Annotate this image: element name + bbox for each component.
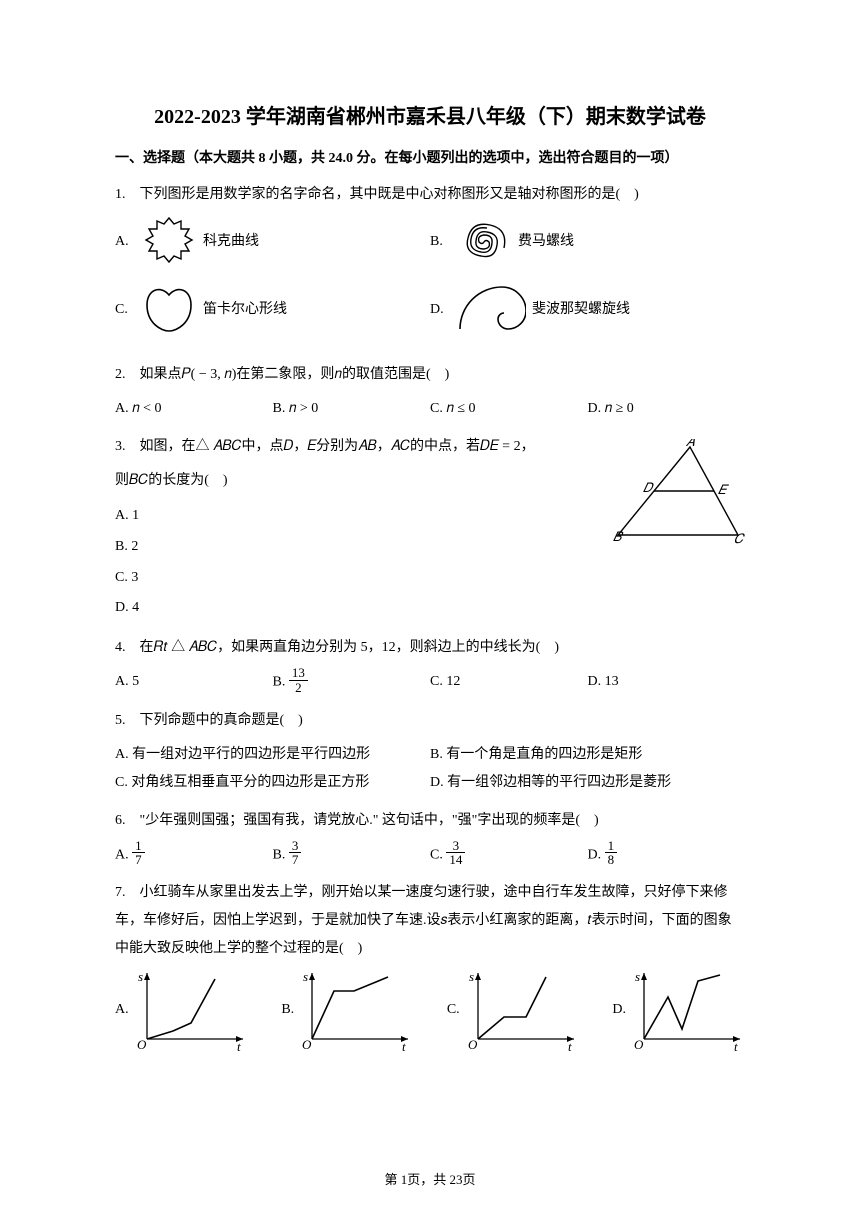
graph-b-icon: s t O [298,969,413,1051]
q6-opt-a: A. 17 [115,841,273,869]
q4-opt-a: A. 5 [115,668,273,696]
q3-text-2: 则𝐵𝐶的长度为( ) [115,467,610,495]
q3-opt-b: B. 2 [115,532,610,563]
q6-opt-b: B. 37 [273,841,431,869]
q4-opt-b: B. 132 [273,668,431,696]
section-header: 一、选择题（本大题共 8 小题，共 24.0 分。在每小题列出的选项中，选出符合… [115,147,745,167]
cardioid-icon [141,283,197,337]
q5-text: 5. 下列命题中的真命题是( ) [115,707,745,735]
q7-opt-c: C. s t O [447,969,579,1051]
svg-text:s: s [469,969,474,984]
q2-opt-b: B. 𝑛 > 0 [273,395,431,423]
q1-opt-a-label: A. [115,228,135,256]
q3-text-1: 3. 如图，在△ 𝐴𝐵𝐶中，点𝐷，𝐸分别为𝐴𝐵，𝐴𝐶的中点，若𝐷𝐸 = 2， [115,433,610,461]
q5-opt-a: A. 有一组对边平行的四边形是平行四边形 [115,741,430,769]
q1-text: 1. 下列图形是用数学家的名字命名，其中既是中心对称图形又是轴对称图形的是( ) [115,181,745,209]
q1-opt-c-label: C. [115,296,135,324]
q7-opt-a: A. s t O [115,969,248,1051]
svg-text:𝐴: 𝐴 [686,439,696,449]
question-2: 2. 如果点𝑃( − 3, 𝑛)在第二象限，则𝑛的取值范围是( ) A. 𝑛 <… [115,361,745,423]
q2-opt-d: D. 𝑛 ≥ 0 [588,395,746,423]
q1-option-b: B. 费马螺线 [430,215,745,269]
q5-opt-d: D. 有一组邻边相等的平行四边形是菱形 [430,769,745,797]
svg-text:O: O [302,1037,312,1051]
q3-opt-a: A. 1 [115,501,610,532]
q2-opt-a: A. 𝑛 < 0 [115,395,273,423]
svg-text:t: t [402,1039,406,1051]
q5-opt-b: B. 有一个角是直角的四边形是矩形 [430,741,745,769]
svg-text:𝐵: 𝐵 [613,529,624,544]
q5-opt-c: C. 对角线互相垂直平分的四边形是正方形 [115,769,430,797]
svg-text:s: s [635,969,640,984]
q1-option-a: A. 科克曲线 [115,215,430,269]
question-6: 6. "少年强则国强；强国有我，请党放心." 这句话中，"强"字出现的频率是( … [115,807,745,869]
svg-text:O: O [634,1037,644,1051]
graph-d-icon: s t O [630,969,745,1051]
q1-c-caption: 笛卡尔心形线 [203,296,287,324]
q1-option-c: C. 笛卡尔心形线 [115,283,430,337]
q4-opt-c: C. 12 [430,668,588,696]
q7-text: 7. 小红骑车从家里出发去上学，刚开始以某一速度匀速行驶，途中自行车发生故障，只… [115,879,745,963]
question-1: 1. 下列图形是用数学家的名字命名，其中既是中心对称图形又是轴对称图形的是( )… [115,181,745,351]
q2-text: 2. 如果点𝑃( − 3, 𝑛)在第二象限，则𝑛的取值范围是( ) [115,361,745,389]
svg-text:s: s [303,969,308,984]
q1-opt-b-label: B. [430,228,450,256]
question-5: 5. 下列命题中的真命题是( ) A. 有一组对边平行的四边形是平行四边形 B.… [115,707,745,797]
page-title: 2022-2023 学年湖南省郴州市嘉禾县八年级（下）期末数学试卷 [115,100,745,129]
svg-text:t: t [568,1039,572,1051]
q7-opt-b: B. s t O [281,969,413,1051]
svg-text:O: O [137,1037,147,1051]
q6-text: 6. "少年强则国强；强国有我，请党放心." 这句话中，"强"字出现的频率是( … [115,807,745,835]
question-4: 4. 在𝑅𝑡 △ 𝐴𝐵𝐶，如果两直角边分别为 5，12，则斜边上的中线长为( )… [115,634,745,696]
q3-opt-d: D. 4 [115,593,610,624]
question-7: 7. 小红骑车从家里出发去上学，刚开始以某一速度匀速行驶，途中自行车发生故障，只… [115,879,745,1051]
svg-text:O: O [468,1037,478,1051]
q1-a-caption: 科克曲线 [203,228,259,256]
question-3: 3. 如图，在△ 𝐴𝐵𝐶中，点𝐷，𝐸分别为𝐴𝐵，𝐴𝐶的中点，若𝐷𝐸 = 2， 则… [115,433,745,624]
q6-opt-d: D. 18 [588,841,746,869]
svg-text:s: s [138,969,143,984]
q4-opt-d: D. 13 [588,668,746,696]
fibonacci-spiral-icon [456,283,526,337]
svg-text:t: t [734,1039,738,1051]
svg-text:𝐸: 𝐸 [718,482,730,497]
page-footer: 第 1页，共 23页 [0,1169,860,1188]
q1-d-caption: 斐波那契螺旋线 [532,296,630,324]
q1-opt-d-label: D. [430,296,450,324]
q4-text: 4. 在𝑅𝑡 △ 𝐴𝐵𝐶，如果两直角边分别为 5，12，则斜边上的中线长为( ) [115,634,745,662]
q7-opt-d: D. s t O [612,969,745,1051]
triangle-diagram: 𝐴 𝐵 𝐶 𝐷 𝐸 [610,433,745,560]
svg-text:𝐶: 𝐶 [734,531,745,546]
q1-option-d: D. 斐波那契螺旋线 [430,283,745,337]
graph-c-icon: s t O [464,969,579,1051]
q3-opt-c: C. 3 [115,563,610,594]
q2-opt-c: C. 𝑛 ≤ 0 [430,395,588,423]
fermat-spiral-icon [456,215,512,269]
koch-curve-icon [141,215,197,269]
graph-a-icon: s t O [133,969,248,1051]
svg-text:t: t [237,1039,241,1051]
q6-opt-c: C. 314 [430,841,588,869]
q1-b-caption: 费马螺线 [518,228,574,256]
